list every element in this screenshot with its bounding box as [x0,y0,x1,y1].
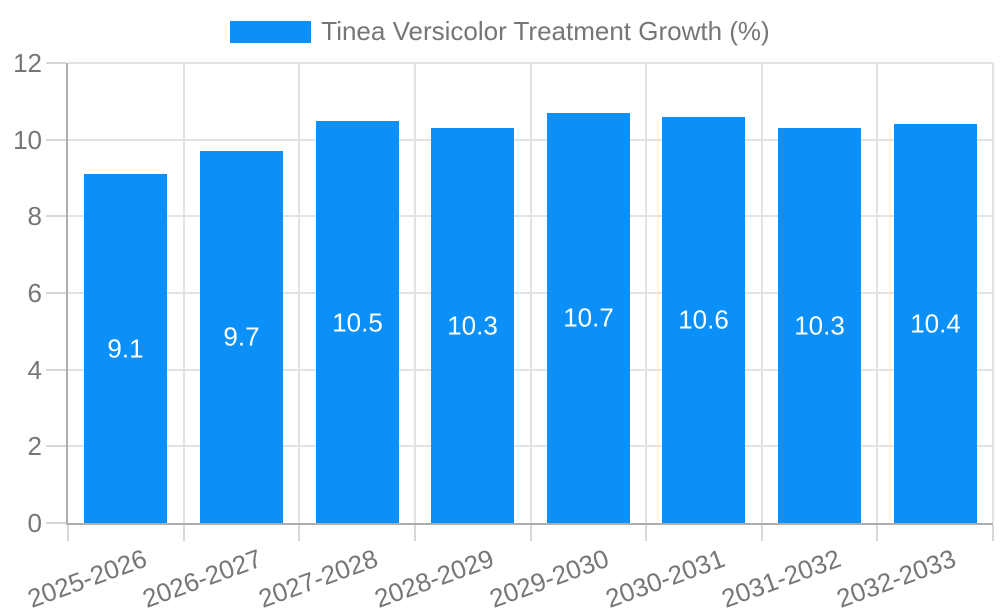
legend-swatch-icon [230,20,312,43]
y-axis-tick-label: 10 [13,125,42,155]
gridline-vertical [530,63,532,523]
gridline-vertical [761,63,763,523]
bar-value-label: 9.7 [223,321,260,352]
x-axis-tick-label: 2025-2026 [23,543,151,614]
x-axis-tick-label: 2028-2029 [370,543,498,614]
y-axis-tick [46,369,66,371]
bar: 9.7 [200,151,283,523]
legend-item[interactable]: Tinea Versicolor Treatment Growth (%) [230,16,770,47]
bar-value-label: 9.1 [107,333,144,363]
y-axis-line [66,63,68,525]
bar: 10.5 [316,121,399,524]
y-axis-tick-label: 8 [27,201,42,231]
gridline-vertical [414,63,416,523]
bar-value-label: 10.3 [794,310,845,340]
x-axis-tick-label: 2026-2027 [138,543,266,614]
x-axis-tick [876,525,878,541]
x-axis-tick [761,525,763,541]
bar-value-label: 10.3 [447,310,498,340]
y-axis-tick [46,139,66,141]
y-axis-tick [46,215,66,217]
bar: 10.6 [662,117,745,523]
legend: Tinea Versicolor Treatment Growth (%) [0,16,1000,47]
x-axis-tick [992,525,994,541]
y-axis-tick [46,62,66,64]
bar: 10.3 [431,128,514,523]
x-axis-tick [645,525,647,541]
gridline-vertical [876,63,878,523]
y-axis-tick-label: 6 [27,278,42,308]
y-axis-tick-label: 0 [27,508,42,538]
plot-area: 9.1 9.7 10.5 10.3 10.7 10.6 10.3 10.4 0 2 4 6 8 10 12 2… [13,48,994,614]
y-axis-tick-label: 2 [27,431,42,461]
gridline-vertical [992,63,994,523]
bar: 10.4 [894,124,977,523]
x-axis-tick-label: 2027-2028 [254,543,382,614]
bar-value-label: 10.7 [563,302,614,333]
bar-value-label: 10.6 [678,304,729,335]
x-axis-line [66,523,993,525]
x-axis-tick [183,525,185,541]
x-axis-tick [67,525,69,541]
x-axis-tick-label: 2030-2031 [601,543,729,614]
y-axis-tick [46,292,66,294]
gridline-vertical [183,63,185,523]
y-axis-tick-label: 12 [13,48,42,78]
gridline-vertical [298,63,300,523]
y-axis-tick [46,522,66,524]
bar: 10.3 [778,128,861,523]
x-axis-tick-label: 2029-2030 [485,543,613,614]
legend-label: Tinea Versicolor Treatment Growth (%) [321,16,770,46]
bar: 10.7 [547,113,630,523]
y-axis-tick [46,445,66,447]
bar-value-label: 10.4 [910,308,961,338]
gridline-vertical [645,63,647,523]
x-axis-tick [298,525,300,541]
bar: 9.1 [84,174,167,523]
x-axis-tick-label: 2032-2033 [832,543,960,614]
y-axis-tick-label: 4 [27,355,42,385]
x-axis-tick-label: 2031-2032 [717,543,845,614]
bar-value-label: 10.5 [332,307,383,337]
chart-root: Tinea Versicolor Treatment Growth (%) 9.… [0,16,1000,614]
x-axis-tick [414,525,416,541]
x-axis-tick [530,525,532,541]
